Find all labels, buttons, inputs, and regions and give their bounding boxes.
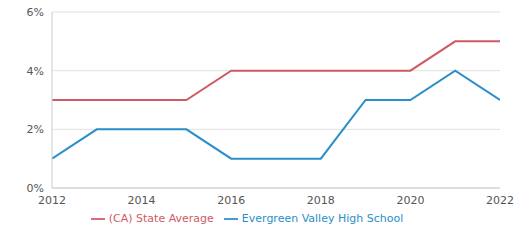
svg-text:2018: 2018 xyxy=(307,194,335,207)
svg-text:2022: 2022 xyxy=(486,194,514,207)
html-text:(CA) State Average: (CA) State Average xyxy=(108,212,214,225)
svg-text:2012: 2012 xyxy=(38,194,66,207)
svg-text:0%: 0% xyxy=(27,182,44,195)
html-text:Evergreen Valley High School: Evergreen Valley High School xyxy=(241,212,404,225)
svg-text:2020: 2020 xyxy=(396,194,424,207)
svg-text:2016: 2016 xyxy=(217,194,245,207)
svg-text:2014: 2014 xyxy=(128,194,156,207)
svg-text:2%: 2% xyxy=(27,123,44,136)
svg-text:6%: 6% xyxy=(27,6,44,19)
svg-text:4%: 4% xyxy=(27,65,44,78)
